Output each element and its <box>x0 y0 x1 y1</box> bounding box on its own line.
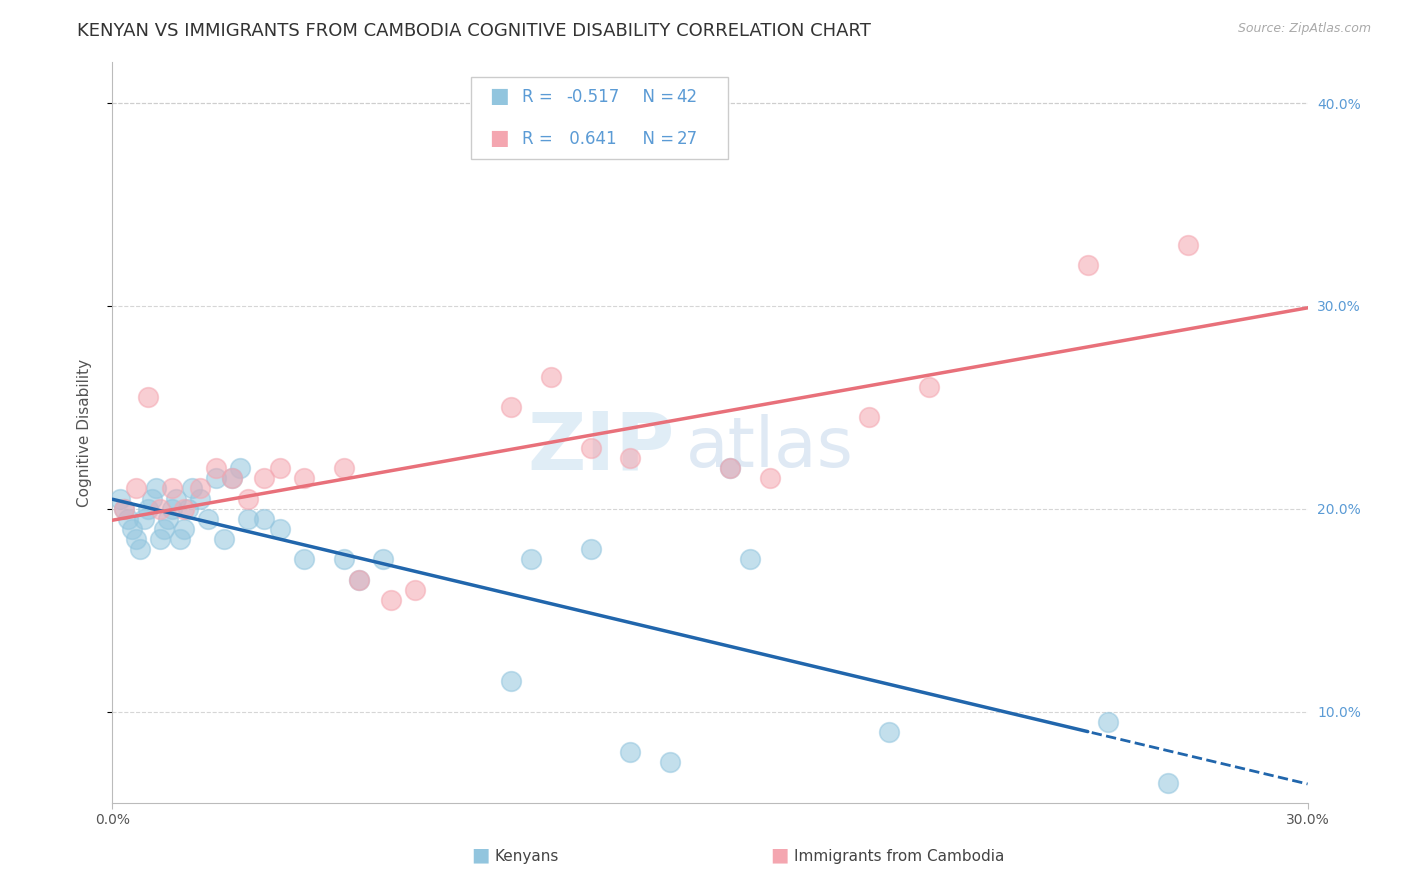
Point <box>145 482 167 496</box>
Point <box>253 512 276 526</box>
Point <box>149 532 172 546</box>
Point <box>129 542 152 557</box>
Point <box>114 501 135 516</box>
Text: N =: N = <box>633 88 679 106</box>
Point <box>349 573 371 587</box>
Point <box>162 501 183 516</box>
Point <box>149 501 172 516</box>
Point <box>759 471 782 485</box>
Point <box>236 512 259 526</box>
Point <box>879 724 901 739</box>
Point <box>332 552 354 566</box>
Text: Kenyans: Kenyans <box>495 848 560 863</box>
Text: atlas: atlas <box>686 414 853 481</box>
Point <box>173 522 195 536</box>
Point <box>1097 714 1119 729</box>
Point <box>153 522 176 536</box>
Point <box>349 573 371 587</box>
Point <box>520 552 543 566</box>
Point <box>718 461 741 475</box>
Point <box>380 593 402 607</box>
Point <box>1177 238 1199 252</box>
Point <box>138 501 160 516</box>
Point <box>221 471 243 485</box>
Text: ■: ■ <box>770 845 789 864</box>
Point <box>619 745 641 759</box>
Point <box>169 532 191 546</box>
Point <box>373 552 395 566</box>
Y-axis label: Cognitive Disability: Cognitive Disability <box>77 359 91 507</box>
Point <box>117 512 139 526</box>
Text: ■: ■ <box>489 128 509 148</box>
Point <box>540 369 562 384</box>
Point <box>212 532 235 546</box>
Text: 0.641: 0.641 <box>564 130 617 148</box>
Text: Immigrants from Cambodia: Immigrants from Cambodia <box>793 848 1004 863</box>
Text: ■: ■ <box>471 845 489 864</box>
Text: N =: N = <box>633 130 679 148</box>
Point <box>229 461 252 475</box>
Point <box>197 512 219 526</box>
Point <box>332 461 354 475</box>
Point <box>718 461 741 475</box>
Point <box>177 501 200 516</box>
Point <box>205 471 228 485</box>
Text: 27: 27 <box>676 130 697 148</box>
Point <box>659 756 682 770</box>
Text: 42: 42 <box>676 88 697 106</box>
Text: R =: R = <box>523 88 558 106</box>
Point <box>253 471 276 485</box>
Point <box>619 450 641 465</box>
Point <box>1157 775 1180 789</box>
Point <box>110 491 132 506</box>
Point <box>269 522 291 536</box>
Point <box>738 552 761 566</box>
Point <box>188 491 211 506</box>
Point <box>162 482 183 496</box>
Point <box>499 401 522 415</box>
Point <box>141 491 163 506</box>
Point <box>579 542 602 557</box>
Text: Source: ZipAtlas.com: Source: ZipAtlas.com <box>1237 22 1371 36</box>
Point <box>157 512 180 526</box>
Point <box>221 471 243 485</box>
Text: R =: R = <box>523 130 558 148</box>
Point <box>138 390 160 404</box>
Point <box>125 482 148 496</box>
Point <box>499 674 522 689</box>
Point <box>173 501 195 516</box>
Point <box>114 501 135 516</box>
Point <box>858 410 880 425</box>
Point <box>269 461 291 475</box>
Point <box>121 522 143 536</box>
Text: ■: ■ <box>489 86 509 106</box>
Point <box>404 582 426 597</box>
FancyBboxPatch shape <box>471 78 728 159</box>
Point <box>181 482 204 496</box>
Text: -0.517: -0.517 <box>567 88 620 106</box>
Point <box>918 380 941 394</box>
Point <box>292 471 315 485</box>
Point <box>236 491 259 506</box>
Point <box>1077 258 1099 272</box>
Point <box>205 461 228 475</box>
Point <box>292 552 315 566</box>
Point <box>134 512 156 526</box>
Text: KENYAN VS IMMIGRANTS FROM CAMBODIA COGNITIVE DISABILITY CORRELATION CHART: KENYAN VS IMMIGRANTS FROM CAMBODIA COGNI… <box>77 22 872 40</box>
Point <box>165 491 187 506</box>
Point <box>188 482 211 496</box>
Point <box>125 532 148 546</box>
Point <box>579 441 602 455</box>
Text: ZIP: ZIP <box>527 409 675 486</box>
